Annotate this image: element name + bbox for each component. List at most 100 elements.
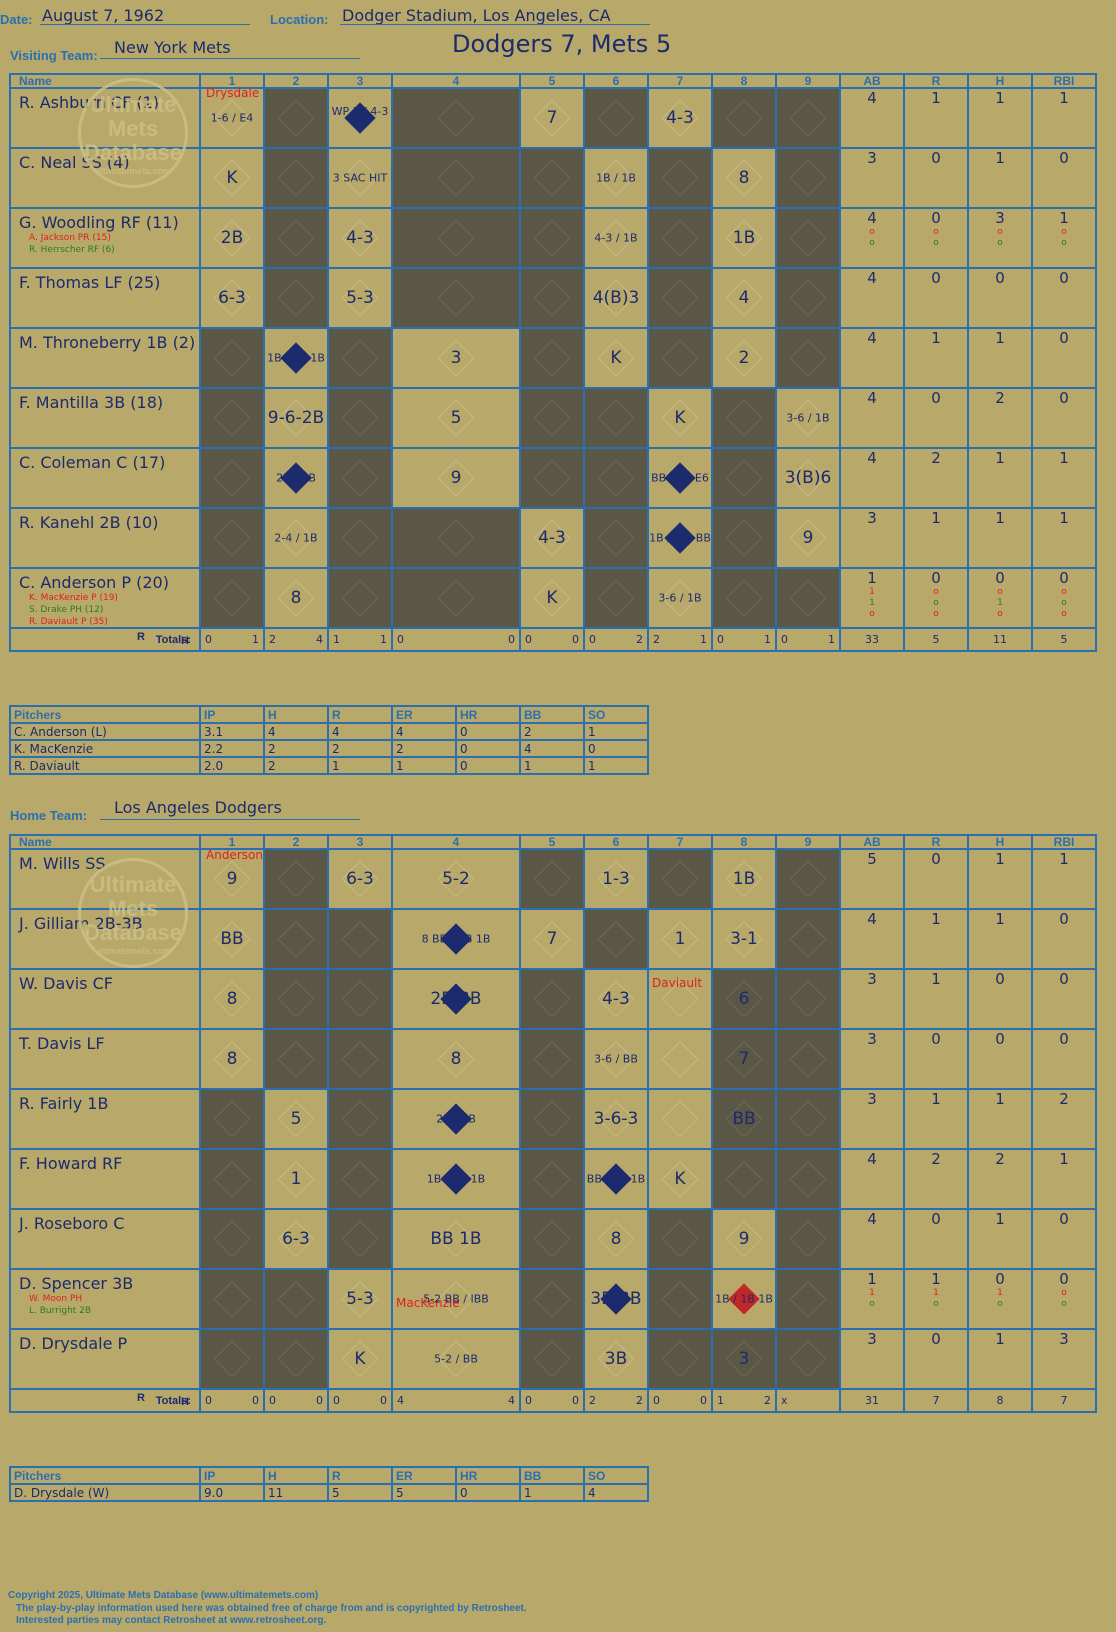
at-bat-cell [775, 1148, 841, 1210]
at-bat-cell [711, 1148, 777, 1210]
inning-hits: 0 [316, 1394, 323, 1407]
stat-r: 1 [903, 1088, 969, 1150]
totals-text: Totals: [155, 633, 191, 646]
sub-stat-value: o [933, 1299, 939, 1309]
sub-stat-value: o [933, 609, 939, 619]
base-diamond [789, 1340, 827, 1378]
base-diamond [533, 980, 571, 1018]
substitute-name: W. Moon PH [29, 1294, 83, 1304]
base-diamond [213, 1100, 251, 1138]
at-bat-cell [327, 447, 393, 509]
inning-runs: 2 [653, 633, 660, 646]
stat-rbi: 1 [1031, 447, 1097, 509]
at-bat-cell: 1B / 1B [583, 147, 649, 209]
player-row: G. Woodling RF (11) A. Jackson PR (15) R. … [9, 207, 1097, 269]
stat-value: 4 [867, 389, 877, 407]
play-notation: 5-3 [346, 1289, 374, 1309]
inning-runs: 1 [717, 1394, 724, 1407]
stat-value: 1 [931, 910, 941, 928]
player-cell: T. Davis LF [9, 1028, 201, 1090]
totals-r-label: R [137, 631, 145, 643]
at-bat-cell [775, 908, 841, 970]
base-diamond [341, 1040, 379, 1078]
stat-h: 1 [967, 848, 1033, 910]
pitchers-header-cell: Pitchers [9, 1466, 201, 1485]
at-bat-cell [711, 447, 777, 509]
play-notation: 2B [220, 228, 244, 248]
inning-header: 5 [519, 73, 585, 89]
stat-rbi: 0 [1031, 327, 1097, 389]
at-bat-cell: 8 [199, 1028, 265, 1090]
inning-header: 2 [263, 73, 329, 89]
pitchers-header-row: Pitchers IP H R ER HR BB SO [9, 705, 649, 724]
stat-ab: 4 [839, 447, 905, 509]
sub-stat-value: o [933, 587, 939, 597]
play-notation: 6-3 [346, 869, 374, 889]
base-diamond [213, 579, 251, 617]
substitute-name: R. Herrscher RF (6) [29, 245, 115, 255]
inning-hits: 0 [572, 1394, 579, 1407]
play-notation: 3 [738, 1349, 750, 1369]
location-value: Dodger Stadium, Los Angeles, CA [342, 6, 611, 25]
at-bat-cell: K [199, 147, 265, 209]
player-name: F. Howard RF [19, 1154, 123, 1173]
base-diamond [789, 1160, 827, 1198]
player-row: C. Coleman C (17) 2B / 1B 9 BB / 1B E6 3(B)6… [9, 447, 1097, 509]
at-bat-cell: 5-3 [327, 1268, 393, 1330]
pitcher-stat: 4 [263, 722, 329, 741]
player-name: F. Mantilla 3B (18) [19, 393, 164, 412]
at-bat-cell: 7 [519, 908, 585, 970]
play-notation: 7 [738, 1049, 750, 1069]
at-bat-cell: 3 [711, 1328, 777, 1390]
stat-ab: 5 [839, 848, 905, 910]
at-bat-cell: K [583, 327, 649, 389]
base-diamond [725, 1160, 763, 1198]
home-scorecard: Name 1 2 3 4 5 6 7 8 9 AB R H RBI M. Wills SS 9 6-3 5-2 1-… [9, 834, 1097, 1413]
base-diamond [341, 459, 379, 497]
base-diamond [341, 1220, 379, 1258]
pitcher-row: R. Daviault 2.0 2 1 1 0 1 1 [9, 756, 649, 775]
stat-header: RBI [1031, 73, 1097, 89]
stat-r: 0 [903, 267, 969, 329]
base-diamond [437, 579, 475, 617]
at-bat-cell: 3 SAC HIT [327, 147, 393, 209]
at-bat-cell: 5 [263, 1088, 329, 1150]
stat-r: 1 [903, 968, 969, 1030]
at-bat-cell [199, 1328, 265, 1390]
stat-h: 1 [967, 507, 1033, 569]
pitcher-note: MacKenzie [396, 1296, 460, 1310]
at-bat-cell: 6-3 [327, 848, 393, 910]
at-bat-cell [263, 1328, 329, 1390]
pitchers-header-cell: SO [583, 705, 649, 724]
stat-value: 3 [867, 1330, 877, 1348]
pitcher-stat: 5 [391, 1483, 457, 1502]
player-cell: M. Throneberry 1B (2) [9, 327, 201, 389]
stat-value: 2 [995, 389, 1005, 407]
at-bat-cell: 4-3 / 1B [583, 207, 649, 269]
play-notation: 1 [674, 929, 686, 949]
base-diamond [661, 159, 699, 197]
stat-value: 4 [867, 1210, 877, 1228]
base-diamond [341, 920, 379, 958]
pitcher-stat: 2.2 [199, 739, 265, 758]
total-stat: 7 [1031, 1388, 1097, 1413]
base-diamond [533, 1340, 571, 1378]
play-notation: 8 [290, 588, 302, 608]
stat-r: 1 [903, 507, 969, 569]
substitute-name: R. Daviault P (35) [29, 617, 108, 627]
date-label: Date: [0, 12, 33, 27]
pitcher-row: C. Anderson (L) 3.1 4 4 4 0 2 1 [9, 722, 649, 741]
player-name: C. Anderson P (20) [19, 573, 169, 592]
pitchers-header-cell: R [327, 705, 393, 724]
at-bat-cell [199, 507, 265, 569]
base-diamond [437, 159, 475, 197]
play-notation: 2 [738, 348, 750, 368]
play-notation: 8 BB / 2B 1B [421, 932, 491, 946]
